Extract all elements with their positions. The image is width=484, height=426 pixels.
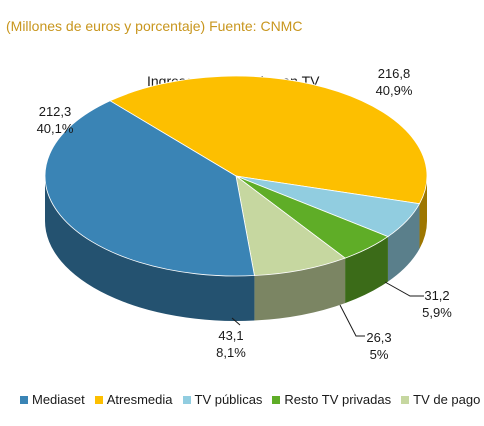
pie-slice-atresmedia xyxy=(109,75,428,205)
legend-swatch-tv-de-pago xyxy=(401,395,410,404)
legend-label-tv-p-blicas: TV públicas xyxy=(194,392,263,407)
pie-slice-tv-de-pago xyxy=(235,175,346,276)
pie-leader-lines xyxy=(231,281,424,337)
data-label-value-mediaset: 212,3 xyxy=(39,104,72,119)
leader-line-resto-tv-privadas xyxy=(339,304,365,337)
legend-swatch-mediaset xyxy=(20,395,28,404)
legend-item-tv-p-blicas: TV públicas xyxy=(182,392,263,407)
data-label-value-tv-de-pago: 43,1 xyxy=(218,328,243,343)
data-label-value-tv-p-blicas: 31,2 xyxy=(424,288,449,303)
leader-line-tv-de-pago xyxy=(231,317,241,326)
pie-sides xyxy=(45,176,427,321)
pie-side-mediaset xyxy=(45,176,255,321)
legend-label-mediaset: Mediaset xyxy=(32,392,85,407)
data-label-value-resto-tv-privadas: 26,3 xyxy=(366,330,391,345)
data-label-percent-resto-tv-privadas: 5% xyxy=(370,347,389,362)
legend-label-atresmedia: Atresmedia xyxy=(106,392,173,407)
legend-label-tv-de-pago: TV de pago xyxy=(413,392,481,407)
data-label-percent-atresmedia: 40,9% xyxy=(376,83,413,98)
legend-item-tv-de-pago: TV de pago xyxy=(401,392,480,407)
legend-item-mediaset: Mediaset xyxy=(20,392,85,407)
data-label-percent-mediaset: 40,1% xyxy=(37,121,74,136)
legend-swatch-tv-p-blicas xyxy=(182,395,191,404)
legend-swatch-atresmedia xyxy=(94,395,103,404)
pie-side-resto-tv-privadas xyxy=(345,236,388,304)
legend: Mediaset Atresmedia TV públicas Resto TV pr… xyxy=(20,392,480,407)
leader-line-tv-p-blicas xyxy=(384,281,424,297)
data-label-percent-tv-p-blicas: 5,9% xyxy=(422,305,452,320)
pie-side-tv-p-blicas xyxy=(387,203,420,282)
pie-side-atresmedia xyxy=(419,176,427,249)
pie-slice-mediaset xyxy=(44,100,255,277)
source-caption: (Millones de euros y porcentaje) Fuente:… xyxy=(6,18,303,34)
legend-label-resto-tv-privadas: Resto TV privadas xyxy=(284,392,392,407)
legend-item-resto-tv-privadas: Resto TV privadas xyxy=(272,392,391,407)
legend-item-atresmedia: Atresmedia xyxy=(94,392,173,407)
data-label-percent-tv-de-pago: 8,1% xyxy=(216,345,246,360)
pie-labels: 212,3 40,1% 216,8 40,9% 31,2 5,9% 26,3 5% 43,1 8,… xyxy=(37,66,453,362)
pie-tops xyxy=(44,75,428,277)
legend-swatch-resto-tv-privadas xyxy=(272,395,281,404)
data-label-value-atresmedia: 216,8 xyxy=(378,66,411,81)
